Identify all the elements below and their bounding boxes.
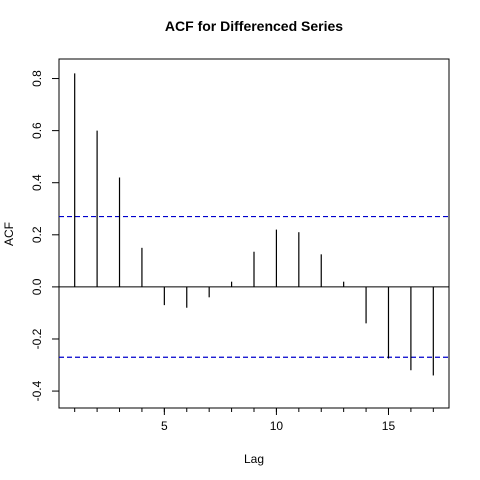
y-tick-label: -0.2 bbox=[30, 328, 44, 349]
y-tick-label: 0.6 bbox=[30, 122, 44, 139]
y-tick-label: 0.8 bbox=[30, 70, 44, 87]
x-tick-label: 10 bbox=[270, 419, 284, 433]
y-tick-label: 0.0 bbox=[30, 278, 44, 295]
x-tick-label: 5 bbox=[161, 419, 168, 433]
plot-frame bbox=[58, 58, 450, 409]
y-tick-label: 0.2 bbox=[30, 226, 44, 243]
y-axis-label: ACF bbox=[2, 222, 16, 246]
y-axis: -0.4 -0.2 0.0 0.2 0.4 0.6 0.8 bbox=[30, 70, 59, 401]
x-axis-label: Lag bbox=[244, 452, 264, 466]
acf-bars bbox=[74, 73, 434, 376]
y-tick-label: 0.4 bbox=[30, 174, 44, 191]
x-axis: 5 10 15 bbox=[74, 408, 434, 433]
confidence-bands bbox=[59, 215, 449, 358]
x-tick-label: 15 bbox=[382, 419, 396, 433]
chart-title: ACF for Differenced Series bbox=[165, 18, 343, 34]
y-tick-label: -0.4 bbox=[30, 380, 44, 401]
